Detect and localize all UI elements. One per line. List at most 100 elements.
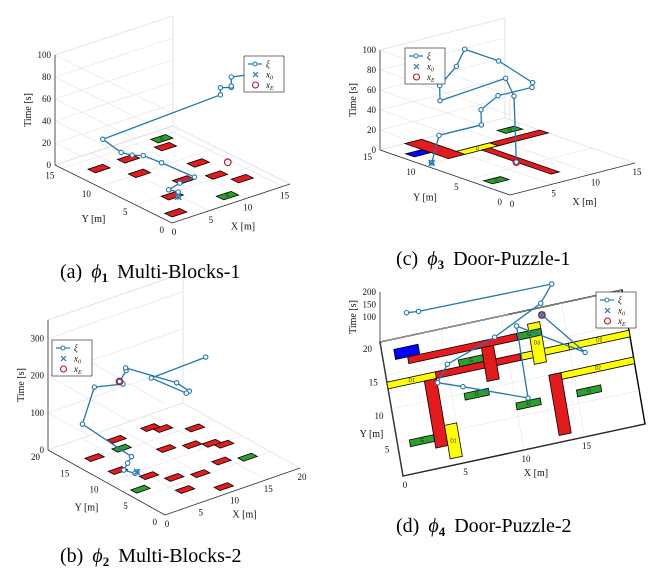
y-axis-label: Y [m] bbox=[75, 503, 99, 514]
caption-a: (a) ϕ1 Multi-Blocks-1 bbox=[60, 261, 240, 287]
trajectory-point bbox=[101, 137, 105, 141]
trajectory-point bbox=[550, 282, 554, 286]
x-tick-label: 0 bbox=[403, 480, 408, 490]
legend: ξx0xE bbox=[405, 48, 445, 84]
legend-label: ξ bbox=[427, 51, 431, 61]
x-tick-label: 5 bbox=[551, 188, 556, 198]
x-tick-label: 0 bbox=[165, 519, 170, 529]
trajectory-point bbox=[530, 80, 534, 84]
trajectory-point bbox=[539, 301, 543, 305]
trajectory-point bbox=[514, 324, 518, 328]
region-label: D1 bbox=[450, 438, 457, 444]
trajectory-point bbox=[80, 422, 84, 426]
z-axis-label: Time [s] bbox=[23, 93, 34, 127]
legend-point-swatch bbox=[414, 54, 418, 58]
y-tick-label: 15 bbox=[60, 468, 70, 478]
trajectory-point bbox=[479, 108, 483, 112]
trajectory-point bbox=[492, 335, 496, 339]
trajectory-point bbox=[514, 160, 518, 164]
legend-point-swatch bbox=[253, 62, 257, 66]
trajectory-point bbox=[117, 379, 121, 383]
trajectory-point bbox=[123, 366, 127, 370]
z-tick-label: 0 bbox=[372, 145, 377, 155]
trajectory-point bbox=[229, 84, 233, 88]
panel-multi-blocks-2: 05101520051015200100200300X [m]Y [m]Time… bbox=[16, 273, 307, 529]
y-tick-label: 0 bbox=[153, 517, 158, 527]
region-label: G bbox=[494, 178, 498, 184]
trajectory-point bbox=[438, 99, 442, 103]
trajectory-point bbox=[583, 350, 587, 354]
legend-box bbox=[52, 340, 92, 376]
y-tick-label: 20 bbox=[363, 344, 373, 354]
trajectory-point bbox=[166, 188, 170, 192]
trajectory-point bbox=[229, 75, 233, 79]
x-tick-label: 15 bbox=[280, 190, 290, 200]
z-tick-label: 100 bbox=[31, 408, 45, 418]
y-tick-label: 5 bbox=[385, 445, 390, 455]
caption-b: (b) ϕ2 Multi-Blocks-2 bbox=[60, 545, 242, 571]
y-tick-label: 5 bbox=[123, 501, 128, 511]
trajectory-point bbox=[178, 181, 182, 185]
z-tick-label: 40 bbox=[367, 105, 377, 115]
trajectory-point bbox=[141, 153, 145, 157]
x-tick-label: 10 bbox=[591, 178, 601, 188]
x-axis-label: X [m] bbox=[231, 222, 255, 233]
trajectory-point bbox=[445, 362, 449, 366]
z-tick-label: 0 bbox=[40, 445, 45, 455]
z-tick-label: 60 bbox=[42, 94, 52, 104]
trajectory-point bbox=[479, 123, 483, 127]
y-axis-label: Y [m] bbox=[360, 429, 384, 440]
x-tick-label: 10 bbox=[522, 454, 532, 464]
region-label: D2 bbox=[595, 366, 602, 372]
z-tick-label: 20 bbox=[367, 125, 377, 135]
trajectory-point bbox=[512, 94, 516, 98]
z-tick-label: 100 bbox=[363, 312, 377, 322]
z-axis-label: Time [s] bbox=[348, 300, 359, 334]
x-tick-label: 10 bbox=[243, 203, 253, 213]
legend-box bbox=[596, 292, 636, 328]
trajectory-point bbox=[462, 47, 466, 51]
trajectory-point bbox=[192, 175, 196, 179]
x-tick-label: 15 bbox=[264, 484, 274, 494]
z-tick-label: 80 bbox=[367, 65, 377, 75]
region-label: G bbox=[469, 358, 473, 364]
legend-box bbox=[244, 56, 284, 92]
y-tick-label: 5 bbox=[454, 182, 459, 192]
x-tick-label: 10 bbox=[230, 496, 240, 506]
trajectory-point bbox=[176, 190, 180, 194]
trajectory-point bbox=[461, 385, 465, 389]
trajectory-point bbox=[496, 59, 500, 63]
y-tick-label: 5 bbox=[123, 207, 128, 217]
z-tick-label: 60 bbox=[367, 85, 377, 95]
z-tick-label: 100 bbox=[363, 45, 377, 55]
trajectory-point bbox=[125, 461, 129, 465]
y-tick-label: 0 bbox=[160, 225, 165, 235]
z-tick-label: 80 bbox=[42, 72, 52, 82]
y-tick-label: 10 bbox=[90, 485, 100, 495]
trajectory-point bbox=[218, 86, 222, 90]
region-label: D2 bbox=[596, 338, 603, 344]
caption-c: (c) ϕ3 Door-Puzzle-1 bbox=[396, 248, 570, 274]
trajectory-point bbox=[129, 454, 133, 458]
trajectory-point bbox=[184, 391, 188, 395]
z-tick-label: 100 bbox=[38, 50, 52, 60]
y-axis-label: Y [m] bbox=[413, 193, 437, 204]
legend-point-swatch bbox=[61, 346, 65, 350]
trajectory-point bbox=[496, 93, 500, 97]
region-label: G bbox=[527, 401, 531, 407]
y-tick-label: 10 bbox=[82, 189, 92, 199]
caption-d: (d) ϕ4 Door-Puzzle-2 bbox=[396, 515, 572, 541]
x-tick-label: 5 bbox=[199, 507, 204, 517]
x-tick-label: 5 bbox=[463, 467, 468, 477]
trajectory-point bbox=[119, 150, 123, 154]
trajectory-point bbox=[437, 133, 441, 137]
y-tick-label: 15 bbox=[45, 171, 55, 181]
region-label: G bbox=[508, 127, 512, 133]
trajectory-point bbox=[149, 376, 153, 380]
trajectory-point bbox=[404, 311, 408, 315]
legend-point-swatch bbox=[605, 298, 609, 302]
